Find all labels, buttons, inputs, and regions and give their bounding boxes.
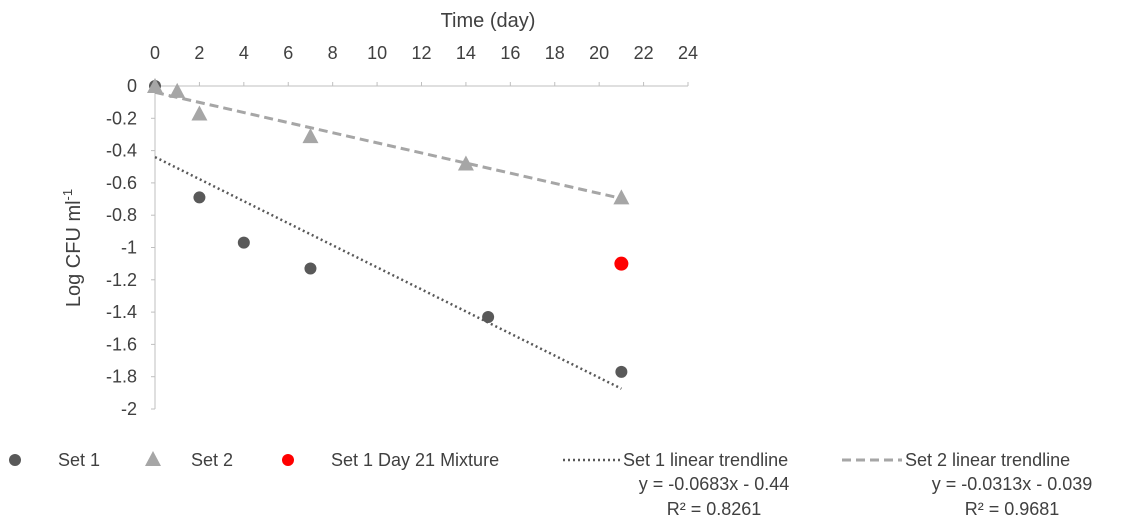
x-tick-label: 12 <box>411 43 431 63</box>
x-tick-label: 18 <box>545 43 565 63</box>
y-tick-label: 0 <box>127 76 137 96</box>
data-point-set-2 <box>191 105 208 121</box>
y-tick-label: -1 <box>121 238 137 258</box>
y-tick-label: -1.8 <box>106 367 137 387</box>
y-tick-label: -0.8 <box>106 205 137 225</box>
x-tick-label: 2 <box>194 43 204 63</box>
x-tick-label: 22 <box>634 43 654 63</box>
data-point-set-2 <box>147 78 163 93</box>
legend-label-set-1-trendline: Set 1 linear trendline <box>623 450 788 470</box>
y-axis-title-superscript: -1 <box>60 189 75 201</box>
y-tick-label: -0.6 <box>106 173 137 193</box>
x-tick-label: 14 <box>456 43 476 63</box>
legend-marker-set-1-day-21-mixture <box>282 454 294 466</box>
x-tick-label: 20 <box>589 43 609 63</box>
data-point-set-2 <box>302 128 319 144</box>
set-2-trendline-equation: y = -0.0313x - 0.039 <box>932 474 1093 494</box>
legend-marker-set-1 <box>9 454 21 466</box>
y-axis-title: Log CFU ml-1 <box>60 189 85 307</box>
x-tick-label: 24 <box>678 43 698 63</box>
data-point-set-1 <box>193 191 206 204</box>
data-point-set-1 <box>237 236 250 249</box>
x-tick-labels: 0 2 4 6 8 10 12 14 16 18 20 22 24 <box>150 43 698 86</box>
legend-label-set-2-trendline: Set 2 linear trendline <box>905 450 1070 470</box>
x-tick-label: 0 <box>150 43 160 63</box>
data-point-set-2 <box>457 155 474 171</box>
y-tick-label: -0.4 <box>106 141 137 161</box>
y-tick-labels: 0 -0.2 -0.4 -0.6 -0.8 -1 -1.2 -1.4 -1.6 -1.8 -2 <box>106 76 155 419</box>
y-tick-label: -1.6 <box>106 334 137 354</box>
y-tick-label: -1.2 <box>106 270 137 290</box>
x-tick-label: 10 <box>367 43 387 63</box>
y-axis-title-main: Log CFU ml <box>63 200 85 307</box>
x-tick-label: 6 <box>283 43 293 63</box>
legend-label-set-1-day-21-mixture: Set 1 Day 21 Mixture <box>331 450 499 470</box>
legend-label-set-1: Set 1 <box>58 450 100 470</box>
data-point-set-2 <box>169 82 186 98</box>
data-markers <box>147 78 630 378</box>
data-point-set-1 <box>482 310 495 323</box>
trendline-set-1 <box>154 155 622 390</box>
set-2-trendline-r2: R² = 0.9681 <box>965 499 1060 519</box>
legend-label-set-2: Set 2 <box>191 450 233 470</box>
data-point-set-1-day-21-mixture <box>614 256 629 271</box>
axes: 0 2 4 6 8 10 12 14 16 18 20 22 24 0-0.2-0.4-0.6-0.8-… <box>106 43 698 419</box>
trendlines <box>154 90 622 390</box>
set-1-trendline-equation: y = -0.0683x - 0.44 <box>639 474 790 494</box>
y-tick-label: -1.4 <box>106 302 137 322</box>
x-tick-label: 8 <box>328 43 338 63</box>
data-point-set-2 <box>613 189 630 205</box>
data-point-set-1 <box>615 365 628 378</box>
x-tick-label: 4 <box>239 43 249 63</box>
set-1-trendline-r2: R² = 0.8261 <box>667 499 762 519</box>
y-tick-label: -2 <box>121 399 137 419</box>
trendline-set-2 <box>154 90 622 200</box>
data-point-set-1 <box>304 262 317 275</box>
x-axis-title: Time (day) <box>441 10 536 32</box>
legend-marker-set-2 <box>145 451 161 466</box>
y-tick-label: -0.2 <box>106 108 137 128</box>
legend: Set 1 Set 2 Set 1 Day 21 Mixture Set 1 l… <box>9 450 1092 519</box>
x-tick-label: 16 <box>500 43 520 63</box>
